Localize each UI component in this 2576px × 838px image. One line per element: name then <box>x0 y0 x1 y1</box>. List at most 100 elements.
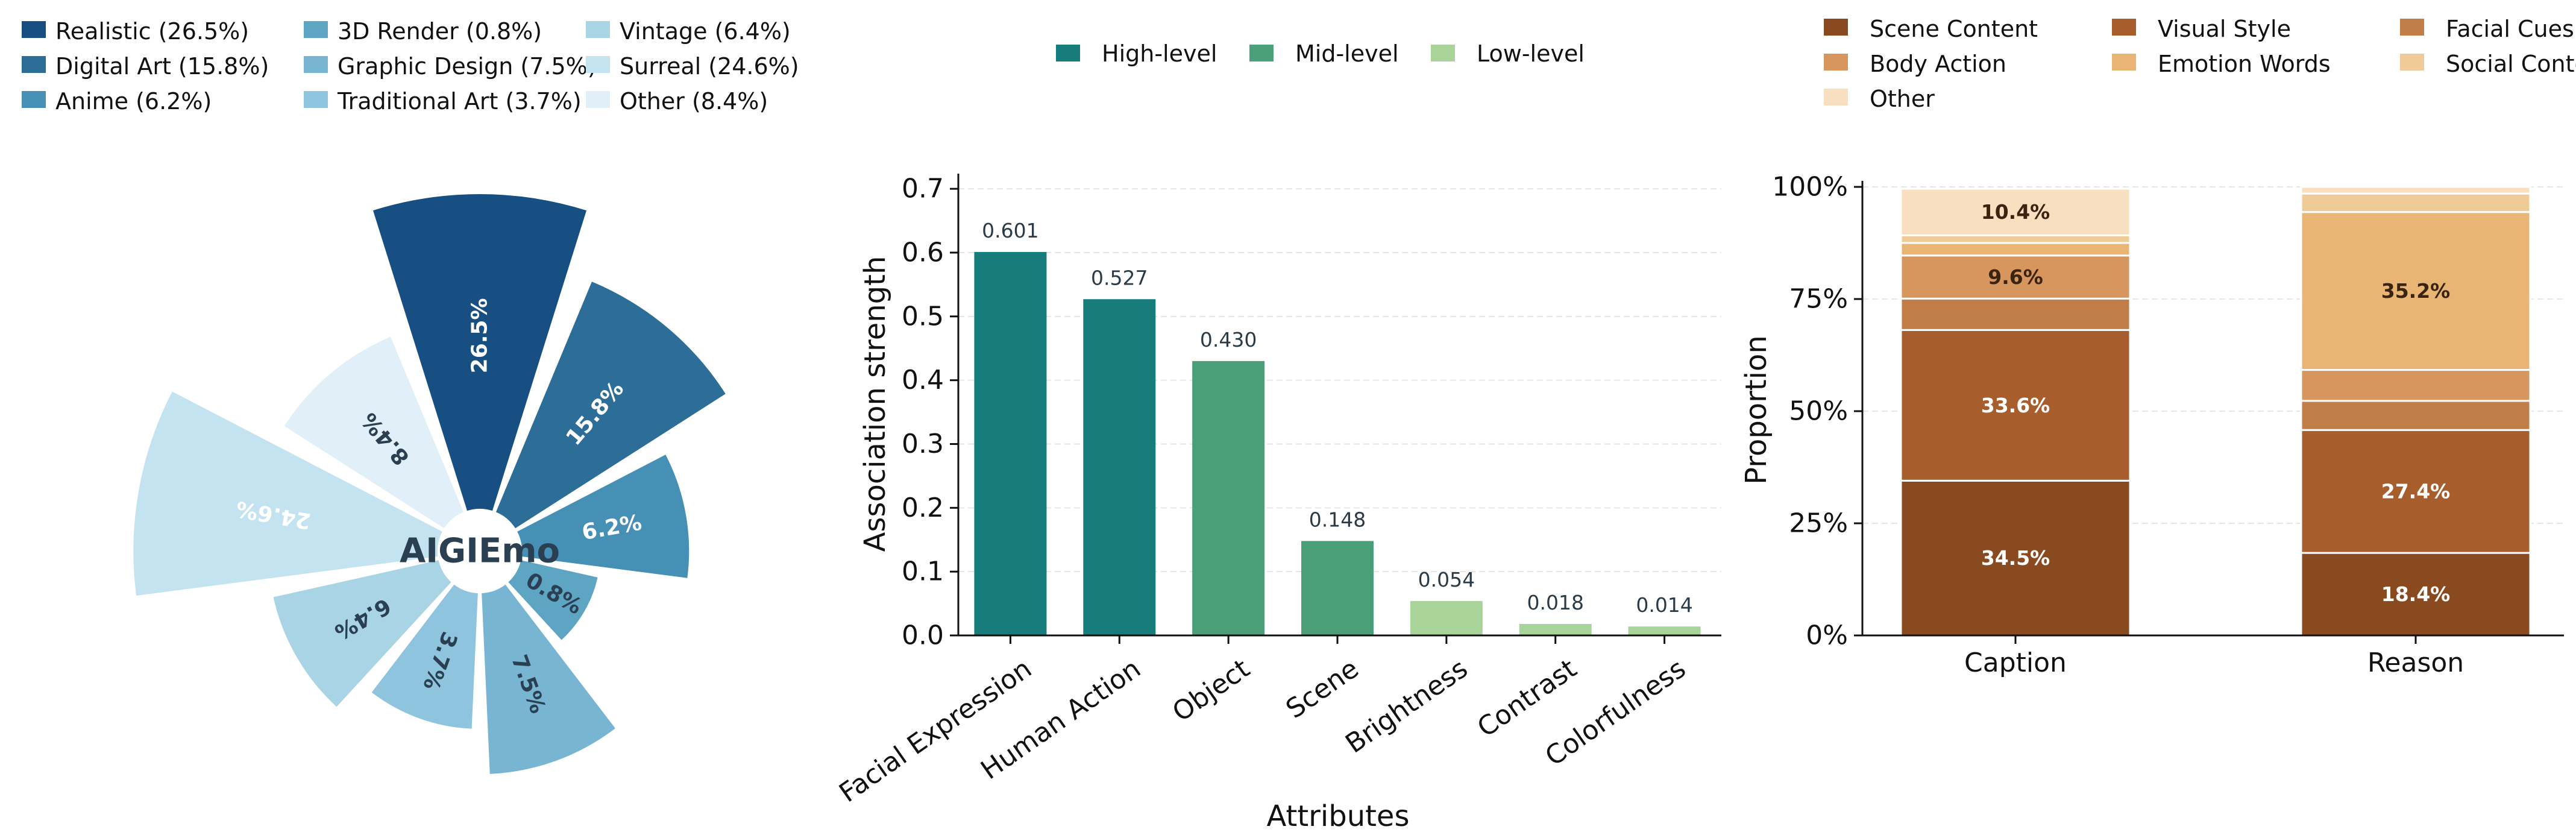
rose-slice-surreal <box>133 391 442 596</box>
stack-legend-label: Social Context <box>2446 51 2576 77</box>
bar-brightness <box>1410 600 1483 635</box>
stack-legend-label: Facial Cues <box>2446 16 2574 42</box>
stack-segment-label: 10.4% <box>1981 200 2050 224</box>
bar-legend-swatch <box>1249 45 1274 61</box>
stack-x-tick-label: Caption <box>1964 647 2067 678</box>
stack-segment-label: 35.2% <box>2381 279 2451 303</box>
rose-legend-label: Surreal (24.6%) <box>620 53 799 80</box>
stack-segment-emotion-words <box>1900 242 2131 257</box>
bar-legend-label: Mid-level <box>1295 40 1399 67</box>
bar-y-tick-label: 0.0 <box>902 620 944 651</box>
bar-value-label: 0.014 <box>1636 593 1692 617</box>
rose-legend-label: Vintage (6.4%) <box>620 18 791 45</box>
bar-scene <box>1301 541 1374 635</box>
stack-legend-label: Body Action <box>1870 51 2006 77</box>
bar-colorfulness <box>1628 626 1701 635</box>
stack-segment-other <box>1900 187 2131 236</box>
bar-x-tick-label: Scene <box>1281 653 1365 725</box>
rose-center-hole <box>438 509 522 593</box>
stack-y-tick-label: 50% <box>1789 396 1848 427</box>
stack-y-tick-label: 100% <box>1772 172 1848 203</box>
stack-segment-label: 27.4% <box>2381 480 2451 503</box>
bar-human-action <box>1083 299 1156 636</box>
bar-value-label: 0.148 <box>1309 508 1366 531</box>
rose-legend-label: Other (8.4%) <box>620 88 768 115</box>
bar-x-tick-label: Brightness <box>1340 653 1473 759</box>
stack-legend-swatch <box>2400 54 2424 71</box>
bar-x-axis-label: Attributes <box>1267 799 1410 833</box>
rose-legend-swatch <box>586 91 610 108</box>
rose-slice-digital-art <box>495 282 726 529</box>
rose-legend: Realistic (26.5%) Digital Art (15.8%) Anim… <box>22 18 799 115</box>
stack-segment-body-action <box>2300 369 2531 402</box>
bar-y-axis-label: Association strength <box>858 256 892 552</box>
bar-legend-swatch <box>1056 45 1080 61</box>
bar-y-tick-label: 0.4 <box>902 365 944 395</box>
rose-legend-swatch <box>22 56 46 73</box>
rose-legend-label: Graphic Design (7.5%) <box>338 53 597 80</box>
stack-segment-visual-style <box>1900 329 2131 482</box>
stack-y-axis-label: Proportion <box>1739 335 1773 485</box>
stack-segment-emotion-words <box>2300 211 2531 371</box>
bar-y-tick-label: 0.7 <box>902 174 944 204</box>
stack-segment-facial-cues <box>2300 400 2531 431</box>
bar-y-tick-label: 0.1 <box>902 556 944 587</box>
stack-legend-label: Emotion Words <box>2158 51 2331 77</box>
rose-legend-swatch <box>304 56 328 73</box>
stack-legend-swatch <box>1824 19 1848 36</box>
stack-legend-swatch <box>2400 19 2424 36</box>
rose-legend-label: 3D Render (0.8%) <box>338 18 542 45</box>
rose-legend-swatch <box>586 21 610 38</box>
bar-contrast <box>1519 623 1592 635</box>
stack-segment-body-action <box>1900 254 2131 300</box>
bar-y-tick-label: 0.6 <box>902 238 944 268</box>
stack-segment-visual-style <box>2300 429 2531 554</box>
stack-segment-facial-cues <box>1900 297 2131 331</box>
rose-legend-swatch <box>586 56 610 73</box>
stacked-bar-chart: 34.5% 33.6% 9.6% 10.4% 18.4% 27.4% 35.2% 0% 25%… <box>1739 172 2564 678</box>
bar-value-label: 0.430 <box>1200 328 1257 351</box>
bar-facial-expression <box>974 251 1047 636</box>
bar-x-tick-label: Facial Expression <box>834 653 1037 808</box>
stack-segment-social-context <box>1900 234 2131 244</box>
stack-segment-other <box>2300 186 2531 195</box>
stack-y-tick-label: 0% <box>1806 620 1848 651</box>
stack-legend-swatch <box>2112 54 2136 71</box>
rose-legend-swatch <box>304 21 328 38</box>
rose-legend-swatch <box>304 91 328 108</box>
stack-legend-swatch <box>1824 89 1848 106</box>
bar-legend-swatch <box>1431 45 1455 61</box>
bar-y-tick-label: 0.5 <box>902 301 944 332</box>
stack-segment-scene-content <box>2300 552 2531 637</box>
bar-value-label: 0.054 <box>1418 568 1475 591</box>
stack-legend-label: Scene Content <box>1870 16 2038 42</box>
bar-y-tick-label: 0.2 <box>902 493 944 523</box>
bar-x-tick-label: Object <box>1167 653 1255 728</box>
bar-object <box>1192 361 1265 635</box>
stack-segment-label: 33.6% <box>1981 394 2050 417</box>
bar-value-label: 0.601 <box>982 219 1038 242</box>
rose-legend-swatch <box>22 21 46 38</box>
stack-y-tick-label: 25% <box>1789 508 1848 539</box>
bar-legend: High-level Mid-level Low-level <box>1056 40 1585 67</box>
rose-chart: 26.5%15.8%6.2%0.8%7.5%3.7%6.4%24.6%8.4% … <box>133 194 726 774</box>
bar-chart: 0.601 0.527 0.430 0.148 0.054 0.018 0.014 0.0 0… <box>834 174 1721 833</box>
rose-slice-label: 26.5% <box>468 298 492 373</box>
rose-slice-traditional-art <box>371 584 478 729</box>
stack-segment-label: 18.4% <box>2381 582 2451 606</box>
rose-legend-label: Realistic (26.5%) <box>55 18 249 45</box>
bar-value-label: 0.018 <box>1527 591 1583 614</box>
stack-legend-swatch <box>2112 19 2136 36</box>
rose-slice-other <box>284 336 464 529</box>
stack-legend-label: Visual Style <box>2158 16 2291 42</box>
rose-slice-3d-render <box>508 560 598 640</box>
stack-segment-social-context <box>2300 192 2531 213</box>
rose-legend-swatch <box>22 91 46 108</box>
bar-value-label: 0.527 <box>1091 266 1148 289</box>
stack-legend-label: Other <box>1870 86 1935 112</box>
stack-x-tick-label: Reason <box>2367 647 2464 678</box>
rose-legend-label: Traditional Art (3.7%) <box>337 88 582 115</box>
rose-legend-label: Digital Art (15.8%) <box>55 53 269 80</box>
